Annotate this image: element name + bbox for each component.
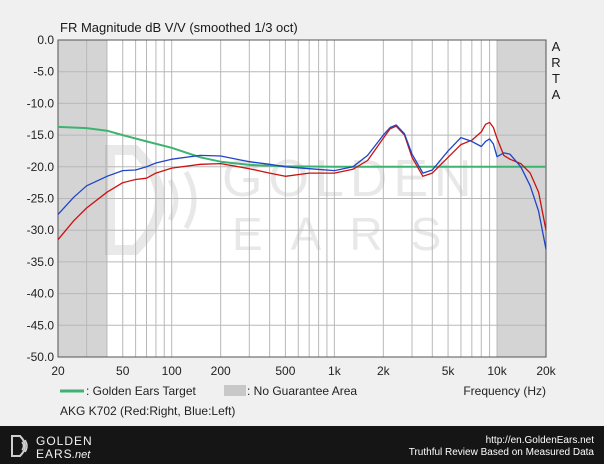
x-tick-label: 20k — [536, 364, 556, 378]
footer-tagline: Truthful Review Based on Measured Data — [408, 447, 594, 458]
watermark-d-icon — [105, 145, 165, 255]
x-axis-label: Frequency (Hz) — [463, 384, 546, 398]
x-tick-label: 20 — [51, 364, 65, 378]
x-tick-label: 500 — [275, 364, 295, 378]
y-tick-label: -40.0 — [27, 287, 55, 301]
logo-d-shape-icon — [11, 435, 26, 457]
watermark-line1: GOLDEN — [222, 150, 478, 208]
plot-border — [57, 39, 547, 358]
chart-caption: AKG K702 (Red:Right, Blue:Left) — [60, 404, 235, 418]
logo-suffix: .net — [72, 449, 91, 460]
side-label-letter: A — [552, 87, 561, 102]
x-tick-label: 2k — [377, 364, 391, 378]
x-tick-label: 1k — [328, 364, 342, 378]
x-tick-label: 10k — [487, 364, 507, 378]
y-tick-label: -20.0 — [27, 160, 55, 174]
y-tick-label: -5.0 — [33, 65, 54, 79]
side-label-letter: T — [552, 71, 560, 86]
y-tick-label: 0.0 — [37, 33, 54, 47]
legend-target-label: : Golden Ears Target — [86, 384, 197, 398]
y-tick-label: -30.0 — [27, 223, 55, 237]
side-label-letter: R — [551, 55, 560, 70]
footer-url[interactable]: http://en.GoldenEars.net — [485, 435, 594, 446]
legend-area-label: : No Guarantee Area — [247, 384, 357, 398]
x-tick-label: 50 — [116, 364, 130, 378]
series-line-golden-ears-target — [57, 125, 546, 168]
chart-title: FR Magnitude dB V/V (smoothed 1/3 oct) — [60, 20, 298, 35]
series-line-left — [57, 124, 547, 250]
y-tick-label: -50.0 — [27, 350, 55, 364]
x-tick-label: 5k — [442, 364, 456, 378]
footer-bar: GOLDEN EARS .net http://en.GoldenEars.ne… — [0, 426, 604, 464]
watermark-wave-icon — [183, 170, 197, 230]
y-tick-label: -45.0 — [27, 318, 55, 332]
y-tick-label: -25.0 — [27, 192, 55, 206]
legend-area-swatch — [224, 385, 246, 396]
y-tick-label: -35.0 — [27, 255, 55, 269]
logo-line1: GOLDEN — [36, 434, 93, 448]
side-label-letter: A — [552, 39, 561, 54]
logo-line2: EARS — [36, 447, 73, 460]
watermark-line2: EARS — [232, 208, 469, 260]
y-tick-label: -10.0 — [27, 96, 55, 110]
y-tick-label: -15.0 — [27, 128, 55, 142]
x-tick-label: 200 — [211, 364, 231, 378]
x-tick-label: 100 — [162, 364, 182, 378]
series-line-right — [57, 121, 547, 241]
golden-ears-logo: GOLDEN EARS .net — [11, 434, 93, 460]
